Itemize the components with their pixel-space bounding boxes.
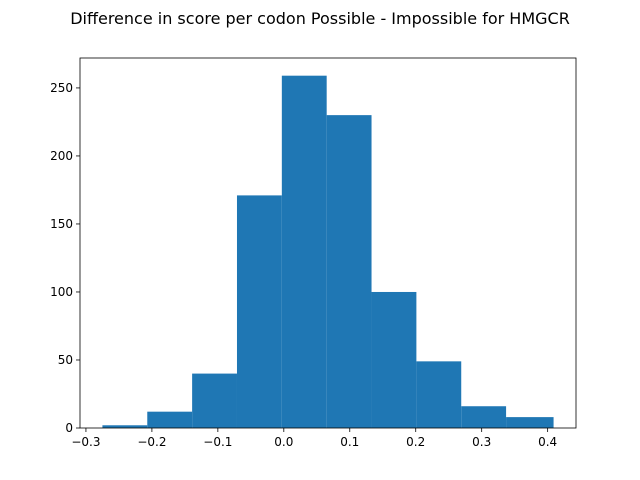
histogram-bar [326, 115, 372, 428]
y-tick-label: 100 [50, 285, 73, 299]
x-tick-label: 0.1 [340, 435, 359, 449]
histogram-bar [236, 195, 282, 428]
histogram-bar [281, 75, 327, 428]
x-tick-label: 0.0 [274, 435, 293, 449]
x-tick-label: −0.1 [203, 435, 232, 449]
histogram-bar [192, 373, 237, 428]
x-axis-ticks: −0.3 −0.2 −0.1 0.0 0.1 0.2 0.3 0.4 [71, 428, 557, 449]
x-tick-label: 0.2 [406, 435, 425, 449]
histogram-bar [147, 411, 193, 428]
x-tick-label: −0.3 [71, 435, 100, 449]
y-tick-label: 200 [50, 149, 73, 163]
bars-group [102, 75, 554, 428]
histogram-bar [102, 425, 148, 428]
histogram-bar [506, 417, 554, 428]
x-tick-label: 0.4 [538, 435, 557, 449]
y-axis-ticks: 0 50 100 150 200 250 [50, 81, 80, 435]
histogram-bar [461, 406, 507, 428]
y-tick-label: 0 [65, 421, 73, 435]
chart-title: Difference in score per codon Possible -… [70, 9, 570, 28]
plot-frame [79, 57, 577, 429]
y-tick-label: 250 [50, 81, 73, 95]
histogram-bar [416, 361, 462, 428]
x-tick-label: 0.3 [472, 435, 491, 449]
y-tick-label: 150 [50, 217, 73, 231]
histogram-bar [371, 291, 417, 428]
y-tick-label: 50 [58, 353, 73, 367]
x-tick-label: −0.2 [137, 435, 166, 449]
